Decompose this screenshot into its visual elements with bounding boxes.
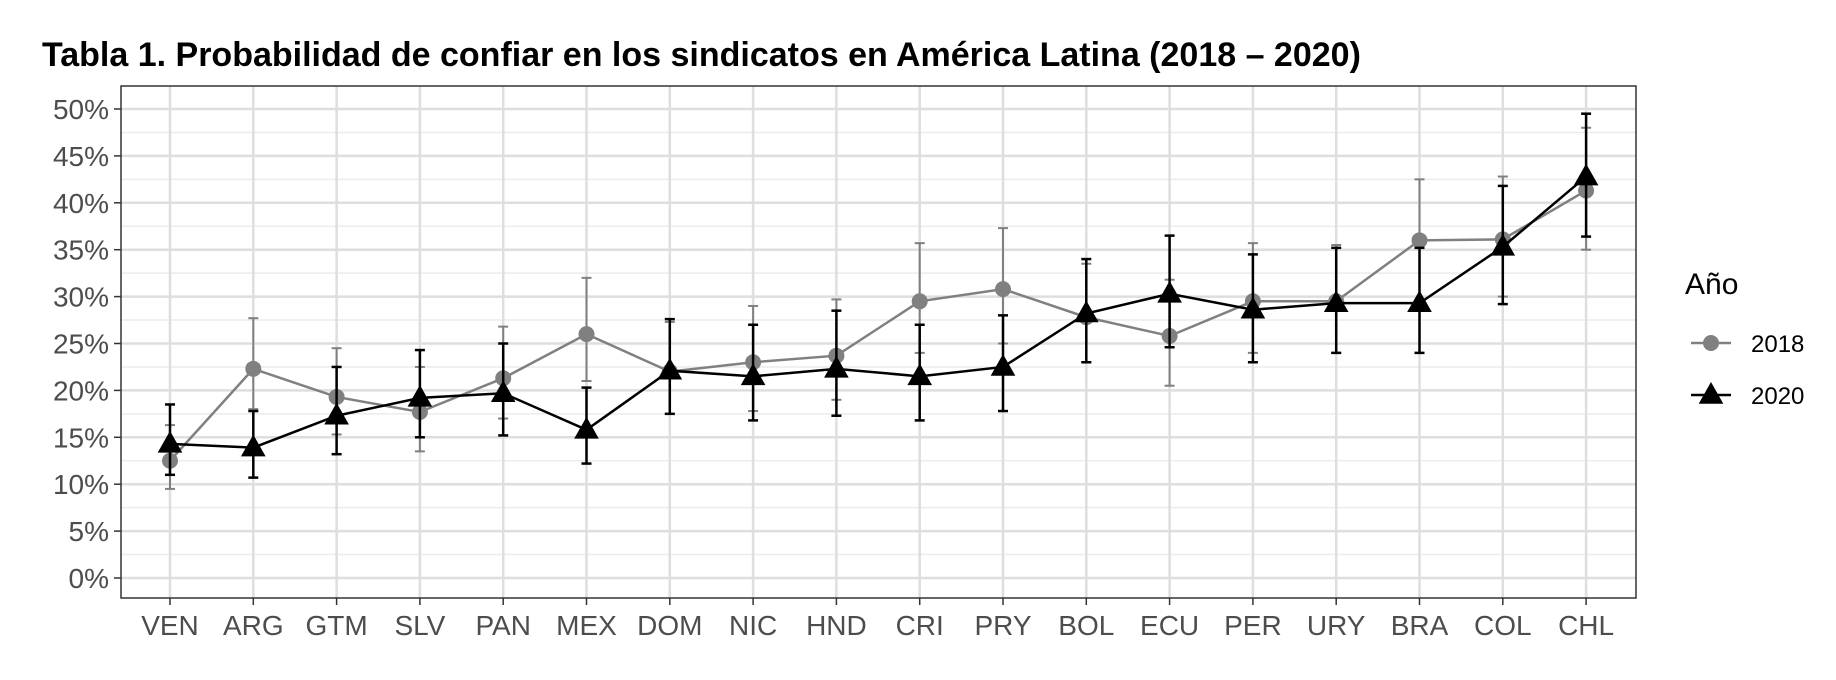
point-2018-pry xyxy=(995,281,1011,298)
y-tick-label: 40% xyxy=(53,188,109,219)
series-line-2018 xyxy=(169,189,1587,462)
series-2020 xyxy=(157,112,1599,479)
point-2020-mex xyxy=(574,416,599,439)
x-tick-label-hnd: HND xyxy=(806,610,867,641)
point-2018-arg xyxy=(245,360,262,377)
x-tick-label-dom: DOM xyxy=(637,610,702,641)
y-tick-label: 45% xyxy=(53,141,109,172)
x-tick-label-chl: CHL xyxy=(1558,610,1614,641)
point-2018-mex xyxy=(578,326,595,343)
point-2020-slv xyxy=(407,384,433,407)
legend-label-2018: 2018 xyxy=(1751,331,1804,358)
grid-minor xyxy=(121,131,1636,556)
y-tick-label: 15% xyxy=(53,422,109,453)
y-tick-label: 25% xyxy=(53,329,109,360)
x-tick-label-ecu: ECU xyxy=(1140,610,1199,641)
legend-title: Año xyxy=(1685,268,1738,301)
legend-marker-2018 xyxy=(1703,335,1719,351)
x-tick-label-col: COL xyxy=(1474,610,1532,641)
x-axis: VEN ARG GTM SLV PAN MEX DOM NIC HND CRI PRY BOL ECU P… xyxy=(141,598,1614,641)
point-2020-gtm xyxy=(324,402,349,425)
point-2020-chl xyxy=(1573,163,1599,186)
point-2020-pry xyxy=(990,353,1016,376)
legend-marker-2020 xyxy=(1698,382,1724,404)
x-tick-label-slv: SLV xyxy=(394,610,445,641)
point-2020-ecu xyxy=(1157,280,1182,303)
legend-label-2020: 2020 xyxy=(1751,383,1804,410)
point-2020-ven xyxy=(157,430,183,453)
plot-background xyxy=(121,86,1636,598)
y-tick-label: 5% xyxy=(69,516,109,547)
y-tick-label: 0% xyxy=(69,563,109,594)
point-2020-bol xyxy=(1073,300,1099,323)
point-2020-cri xyxy=(907,363,933,386)
x-tick-label-pry: PRY xyxy=(974,610,1031,641)
y-axis: 0% 5% 10% 15% 20% 25% 30% 35% 40% 45% 50% xyxy=(53,94,121,594)
x-tick-label-ury: URY xyxy=(1307,610,1366,641)
x-tick-label-gtm: GTM xyxy=(305,610,367,641)
point-2020-col xyxy=(1490,233,1516,256)
point-2020-dom xyxy=(657,357,683,380)
point-2020-nic xyxy=(740,363,766,386)
x-tick-label-arg: ARG xyxy=(223,610,284,641)
y-tick-label: 20% xyxy=(53,375,109,406)
x-tick-label-bol: BOL xyxy=(1058,610,1114,641)
chart-title: Tabla 1. Probabilidad de confiar en los … xyxy=(42,36,1361,74)
point-2020-hnd xyxy=(824,355,849,378)
point-2018-bra xyxy=(1411,232,1428,249)
y-tick-label: 30% xyxy=(53,282,109,313)
y-tick-label: 35% xyxy=(53,235,109,266)
series-layer xyxy=(157,112,1599,490)
grid-major xyxy=(121,86,1636,598)
x-tick-label-cri: CRI xyxy=(896,610,944,641)
x-tick-label-mex: MEX xyxy=(556,610,617,641)
x-tick-label-bra: BRA xyxy=(1391,610,1449,641)
series-line-2020 xyxy=(169,175,1587,449)
point-2020-pan xyxy=(490,380,516,402)
legend-item-2020: 2020 xyxy=(1691,382,1804,410)
legend: Año 2018 2020 xyxy=(1685,268,1804,410)
y-tick-label: 50% xyxy=(53,94,109,125)
point-2020-arg xyxy=(240,434,266,457)
point-2020-ury xyxy=(1323,290,1349,312)
x-tick-label-nic: NIC xyxy=(729,610,777,641)
point-2020-per xyxy=(1240,296,1266,319)
x-tick-label-per: PER xyxy=(1224,610,1282,641)
point-2020-bra xyxy=(1407,290,1432,312)
x-tick-label-ven: VEN xyxy=(141,610,199,641)
plot-border xyxy=(120,85,1637,599)
y-tick-label: 10% xyxy=(53,469,109,500)
legend-item-2018: 2018 xyxy=(1691,331,1804,358)
x-tick-label-pan: PAN xyxy=(475,610,531,641)
point-2018-cri xyxy=(911,293,928,310)
